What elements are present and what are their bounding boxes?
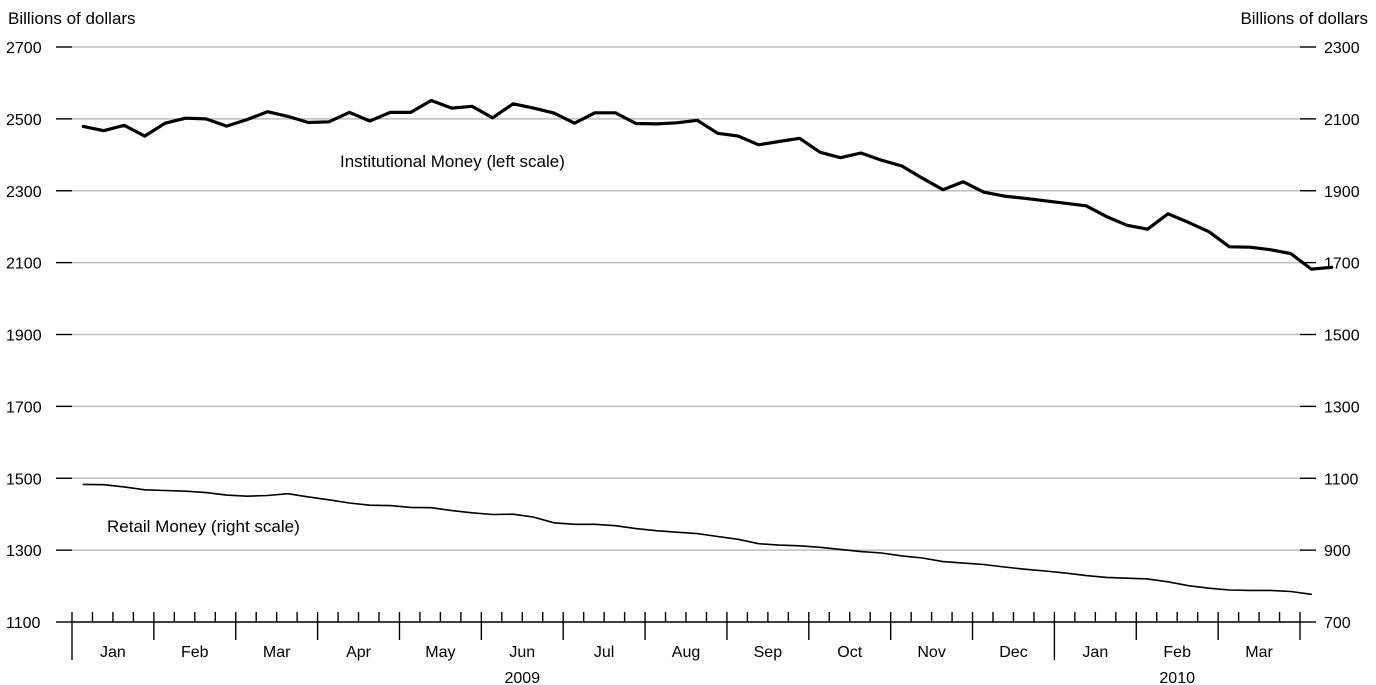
month-label: Oct — [837, 644, 862, 661]
month-label: Jan — [1082, 644, 1108, 661]
right-tick-label: 1700 — [1324, 256, 1360, 273]
right-tick-label: 700 — [1324, 615, 1351, 632]
right-tick-label: 2300 — [1324, 40, 1360, 57]
left-axis-ticks: 2700 2500 2300 2100 1900 1700 1500 1300 1100 — [6, 40, 72, 632]
right-tick-label: 1900 — [1324, 184, 1360, 201]
left-tick-label: 2500 — [6, 112, 42, 129]
month-label: Nov — [917, 644, 945, 661]
left-tick-label: 2100 — [6, 256, 42, 273]
month-label: Apr — [346, 644, 372, 661]
year-label: 2010 — [1159, 670, 1195, 685]
month-label: Dec — [999, 644, 1027, 661]
x-axis: Jan Feb Mar Apr May Jun Jul Aug Sep Oct Nov Dec Jan F… — [71, 612, 1301, 685]
month-label: May — [425, 644, 455, 661]
retail-series-label: Retail Money (right scale) — [107, 517, 300, 536]
left-tick-label: 1700 — [6, 399, 42, 416]
left-tick-label: 2300 — [6, 184, 42, 201]
left-tick-label: 2700 — [6, 40, 42, 57]
month-label: Feb — [181, 644, 209, 661]
series-lines — [81, 98, 1334, 596]
month-label: Mar — [263, 644, 291, 661]
right-tick-label: 2100 — [1324, 112, 1360, 129]
left-tick-label: 1100 — [6, 615, 41, 632]
right-axis-ticks: 2300 2100 1900 1700 1500 1300 1100 900 700 — [1300, 40, 1360, 632]
left-tick-label: 1900 — [6, 328, 42, 345]
right-tick-label: 1300 — [1324, 399, 1360, 416]
right-tick-label: 900 — [1324, 543, 1351, 560]
month-label: Jul — [594, 644, 614, 661]
year-label: 2009 — [504, 670, 540, 685]
month-label: Jun — [509, 644, 535, 661]
retail-money-line — [82, 483, 1313, 596]
left-tick-label: 1300 — [6, 543, 42, 560]
month-label: Feb — [1163, 644, 1191, 661]
month-label: Jan — [100, 644, 126, 661]
left-tick-label: 1500 — [6, 471, 42, 488]
institutional-money-line — [81, 98, 1334, 271]
right-tick-label: 1100 — [1324, 471, 1359, 488]
right-axis-title: Billions of dollars — [1240, 9, 1368, 28]
right-tick-label: 1500 — [1324, 328, 1360, 345]
left-axis-title: Billions of dollars — [8, 9, 136, 28]
month-label: Mar — [1245, 644, 1273, 661]
gridlines — [72, 46, 1300, 551]
month-label: Sep — [754, 644, 783, 661]
month-label: Aug — [672, 644, 700, 661]
institutional-series-label: Institutional Money (left scale) — [340, 152, 565, 171]
